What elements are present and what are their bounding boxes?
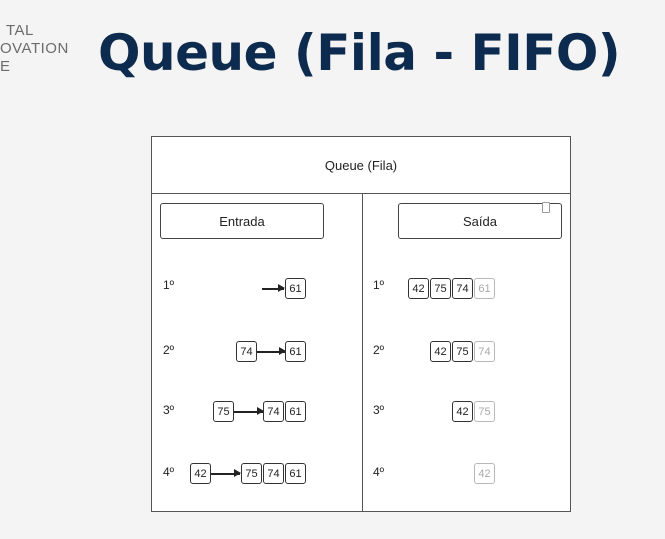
entrada-step-label: 3º — [163, 403, 175, 417]
dequeued-item: 61 — [474, 278, 495, 299]
queue-item: 75 — [241, 463, 262, 484]
page-title: Queue (Fila - FIFO) — [98, 24, 621, 82]
saida-step-label: 3º — [373, 403, 385, 417]
dequeued-item: 75 — [474, 401, 495, 422]
entrada-step-label: 1º — [163, 278, 175, 292]
dequeued-item: 74 — [474, 341, 495, 362]
enqueue-arrow — [262, 285, 285, 291]
queue-item: 75 — [452, 341, 473, 362]
queue-item: 42 — [430, 341, 451, 362]
queue-item: 74 — [263, 463, 284, 484]
brand-line-2: OVATION — [0, 40, 69, 57]
mouse-cursor-icon — [542, 202, 550, 213]
entrada-label: Entrada — [160, 203, 324, 239]
incoming-item: 42 — [190, 463, 211, 484]
brand-logo: TAL OVATION E — [0, 22, 69, 76]
enqueue-arrow — [211, 470, 241, 476]
queue-item: 61 — [285, 278, 306, 299]
saida-step-label: 2º — [373, 343, 385, 357]
saida-step-label: 4º — [373, 465, 385, 479]
queue-diagram: Queue (Fila) Entrada Saída 1º 61 2º 74 6… — [151, 136, 571, 512]
queue-item: 61 — [285, 463, 306, 484]
queue-item: 42 — [452, 401, 473, 422]
diagram-header: Queue (Fila) — [152, 137, 570, 194]
queue-item: 42 — [408, 278, 429, 299]
saida-step-label: 1º — [373, 278, 385, 292]
queue-item: 75 — [430, 278, 451, 299]
entrada-step-label: 2º — [163, 343, 175, 357]
saida-label: Saída — [398, 203, 562, 239]
brand-line-3: E — [0, 58, 11, 75]
incoming-item: 74 — [236, 341, 257, 362]
queue-item: 61 — [285, 401, 306, 422]
incoming-item: 75 — [213, 401, 234, 422]
queue-item: 61 — [285, 341, 306, 362]
queue-item: 74 — [263, 401, 284, 422]
enqueue-arrow — [234, 408, 264, 414]
entrada-step-label: 4º — [163, 465, 175, 479]
dequeued-item: 42 — [474, 463, 495, 484]
brand-line-1: TAL — [6, 22, 34, 39]
queue-item: 74 — [452, 278, 473, 299]
column-divider — [362, 194, 363, 511]
enqueue-arrow — [257, 348, 286, 354]
